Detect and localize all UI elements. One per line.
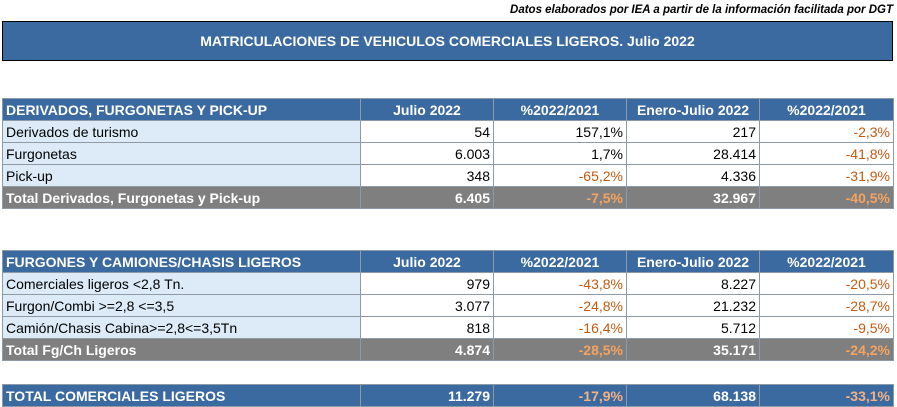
section-header: DERIVADOS, FURGONETAS Y PICK-UP — [2, 98, 361, 121]
total-row: Total Fg/Ch Ligeros 4.874 -28,5% 35.171 … — [2, 338, 894, 361]
cell-pct-enero-julio: -9,5% — [759, 316, 894, 339]
row-label: Pick-up — [2, 164, 361, 187]
row-label: Furgonetas — [2, 142, 361, 165]
total-label: Total Derivados, Furgonetas y Pick-up — [2, 186, 361, 209]
cell-julio: 348 — [360, 164, 494, 187]
cell-julio: 979 — [360, 272, 494, 295]
table-row: Furgonetas 6.003 1,7% 28.414 -41,8% — [2, 142, 894, 165]
col-header-julio: Julio 2022 — [360, 98, 494, 121]
col-header-enero-julio: Enero-Julio 2022 — [626, 250, 760, 273]
total-julio: 4.874 — [360, 338, 494, 361]
col-header-julio: Julio 2022 — [360, 250, 494, 273]
table-header: DERIVADOS, FURGONETAS Y PICK-UP Julio 20… — [2, 98, 894, 121]
cell-pct-enero-julio: -2,3% — [759, 120, 894, 143]
cell-enero-julio: 4.336 — [626, 164, 760, 187]
cell-pct-enero-julio: -28,7% — [759, 294, 894, 317]
col-header-pct-julio: %2022/2021 — [493, 98, 627, 121]
total-pct-enero-julio: -40,5% — [759, 186, 894, 209]
cell-pct-enero-julio: -41,8% — [759, 142, 894, 165]
cell-julio: 54 — [360, 120, 494, 143]
cell-pct-julio: 157,1% — [493, 120, 627, 143]
cell-pct-enero-julio: -31,9% — [759, 164, 894, 187]
cell-julio: 6.003 — [360, 142, 494, 165]
cell-pct-julio: -65,2% — [493, 164, 627, 187]
table-row: Derivados de turismo 54 157,1% 217 -2,3% — [2, 120, 894, 143]
total-pct-julio: -7,5% — [493, 186, 627, 209]
total-pct-enero-julio: -24,2% — [759, 338, 894, 361]
grand-total-julio: 11.279 — [360, 384, 494, 407]
total-label: Total Fg/Ch Ligeros — [2, 338, 361, 361]
cell-pct-enero-julio: -20,5% — [759, 272, 894, 295]
grand-total-pct-enero-julio: -33,1% — [759, 384, 894, 407]
cell-julio: 818 — [360, 316, 494, 339]
table-grand-total: TOTAL COMERCIALES LIGEROS 11.279 -17,9% … — [2, 384, 894, 407]
total-pct-julio: -28,5% — [493, 338, 627, 361]
col-header-pct-julio: %2022/2021 — [493, 250, 627, 273]
table-furgones: FURGONES Y CAMIONES/CHASIS LIGEROS Julio… — [2, 250, 894, 361]
grand-total-row: TOTAL COMERCIALES LIGEROS 11.279 -17,9% … — [2, 384, 894, 407]
cell-enero-julio: 5.712 — [626, 316, 760, 339]
col-header-enero-julio: Enero-Julio 2022 — [626, 98, 760, 121]
table-row: Furgon/Combi >=2,8 <=3,5 3.077 -24,8% 21… — [2, 294, 894, 317]
section-header: FURGONES Y CAMIONES/CHASIS LIGEROS — [2, 250, 361, 273]
table-row: Comerciales ligeros <2,8 Tn. 979 -43,8% … — [2, 272, 894, 295]
cell-enero-julio: 217 — [626, 120, 760, 143]
grand-total-pct-julio: -17,9% — [493, 384, 627, 407]
cell-enero-julio: 8.227 — [626, 272, 760, 295]
col-header-pct-enero-julio: %2022/2021 — [759, 250, 894, 273]
total-enero-julio: 35.171 — [626, 338, 760, 361]
cell-pct-julio: 1,7% — [493, 142, 627, 165]
table-row: Camión/Chasis Cabina>=2,8<=3,5Tn 818 -16… — [2, 316, 894, 339]
cell-julio: 3.077 — [360, 294, 494, 317]
row-label: Comerciales ligeros <2,8 Tn. — [2, 272, 361, 295]
cell-enero-julio: 21.232 — [626, 294, 760, 317]
row-label: Furgon/Combi >=2,8 <=3,5 — [2, 294, 361, 317]
total-enero-julio: 32.967 — [626, 186, 760, 209]
source-note: Datos elaborados por IEA a partir de la … — [510, 4, 893, 16]
grand-total-enero-julio: 68.138 — [626, 384, 760, 407]
total-julio: 6.405 — [360, 186, 494, 209]
total-row: Total Derivados, Furgonetas y Pick-up 6.… — [2, 186, 894, 209]
cell-pct-julio: -16,4% — [493, 316, 627, 339]
cell-pct-julio: -24,8% — [493, 294, 627, 317]
row-label: Camión/Chasis Cabina>=2,8<=3,5Tn — [2, 316, 361, 339]
table-header: FURGONES Y CAMIONES/CHASIS LIGEROS Julio… — [2, 250, 894, 273]
col-header-pct-enero-julio: %2022/2021 — [759, 98, 894, 121]
cell-enero-julio: 28.414 — [626, 142, 760, 165]
table-row: Pick-up 348 -65,2% 4.336 -31,9% — [2, 164, 894, 187]
cell-pct-julio: -43,8% — [493, 272, 627, 295]
table-derivados: DERIVADOS, FURGONETAS Y PICK-UP Julio 20… — [2, 98, 894, 209]
row-label: Derivados de turismo — [2, 120, 361, 143]
grand-total-label: TOTAL COMERCIALES LIGEROS — [2, 384, 361, 407]
report-title: MATRICULACIONES DE VEHICULOS COMERCIALES… — [2, 21, 893, 61]
